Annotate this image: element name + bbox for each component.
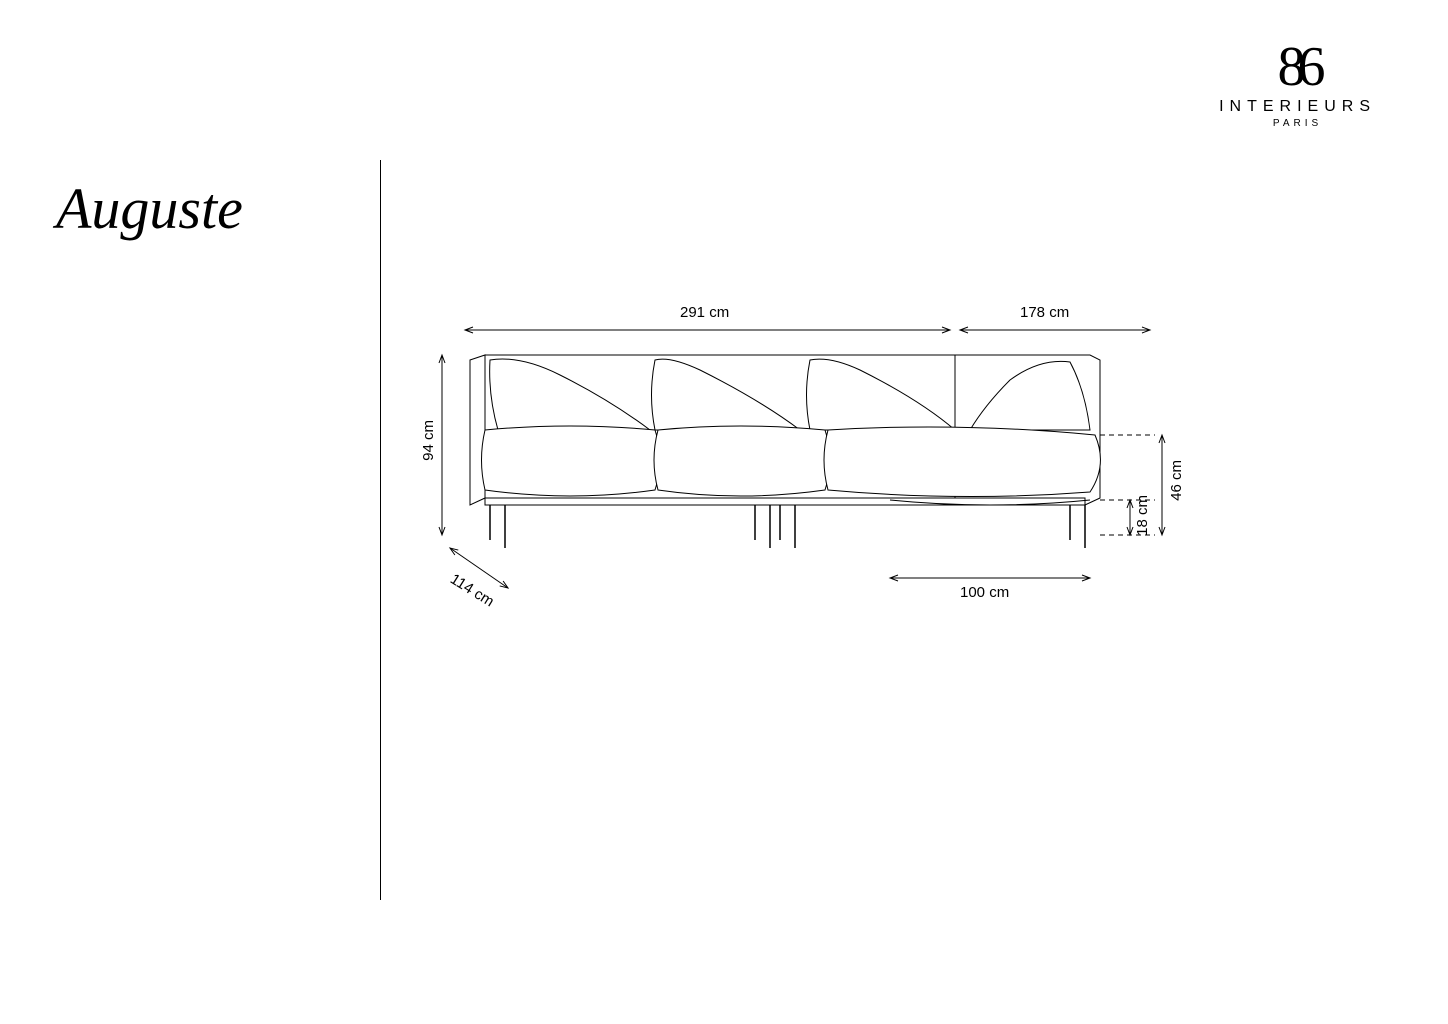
product-title: Auguste	[56, 175, 243, 242]
sofa-technical-diagram: 291 cm 178 cm 94 cm 114 cm 100 cm 46 cm …	[430, 300, 1190, 650]
brand-logo: 86 INTERIEURS PARIS	[1219, 44, 1376, 129]
dim-height: 94 cm	[420, 420, 437, 461]
logo-name: INTERIEURS	[1219, 98, 1376, 116]
dim-leg-height: 18 cm	[1134, 495, 1151, 536]
dim-top-width: 291 cm	[680, 304, 729, 321]
vertical-divider	[380, 160, 381, 900]
logo-mark: 86	[1219, 44, 1376, 92]
logo-city: PARIS	[1219, 118, 1376, 129]
dimension-arrows	[430, 300, 1190, 650]
dim-top-chaise: 178 cm	[1020, 304, 1069, 321]
dim-seat-height: 46 cm	[1168, 460, 1185, 501]
dim-chaise-width: 100 cm	[960, 584, 1009, 601]
